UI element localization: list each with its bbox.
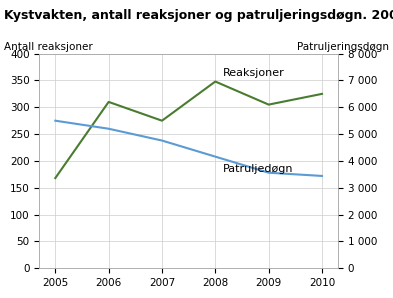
Text: Patruljedøgn: Patruljedøgn (223, 164, 294, 174)
Text: Reaksjoner: Reaksjoner (223, 68, 285, 78)
Text: Patruljeringsdøgn: Patruljeringsdøgn (297, 42, 389, 52)
Text: Antall reaksjoner: Antall reaksjoner (4, 42, 93, 52)
Text: Kystvakten, antall reaksjoner og patruljeringsdøgn. 2005-2010: Kystvakten, antall reaksjoner og patrulj… (4, 9, 393, 22)
